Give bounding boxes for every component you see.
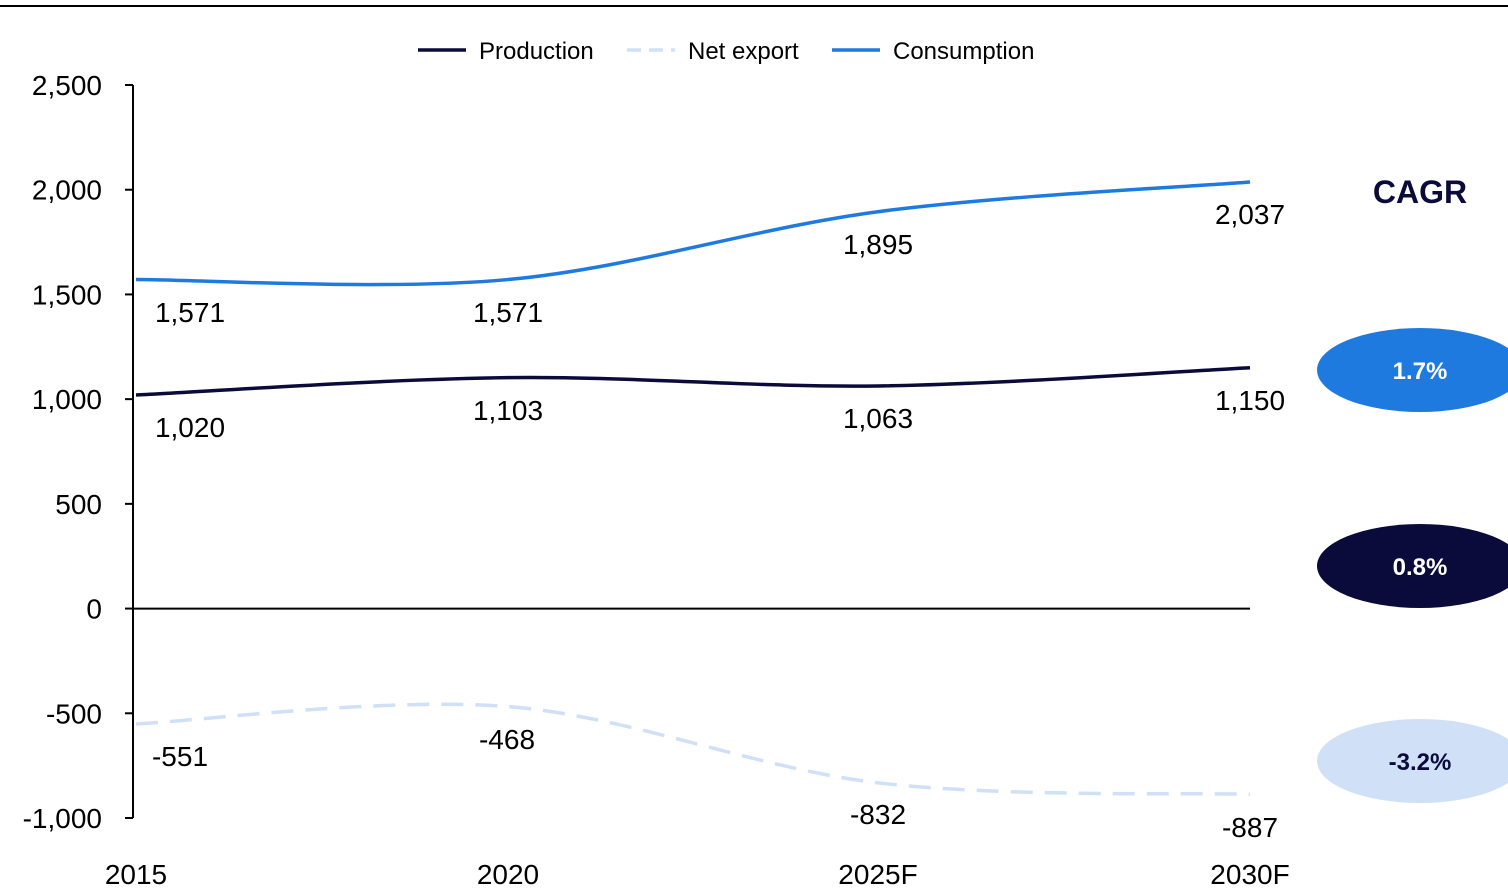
consumption-data-label: 1,895 <box>843 229 913 260</box>
legend-label-consumption: Consumption <box>893 38 1034 65</box>
series-lines <box>135 180 1251 797</box>
cagr-badge-consumption <box>1317 328 1508 412</box>
cagr-value-consumption: 1.7% <box>1393 358 1448 385</box>
consumption-data-label: 1,571 <box>473 297 543 328</box>
net-export-data-label: -468 <box>479 724 535 755</box>
cagr-value-production: 0.8% <box>1393 554 1448 581</box>
consumption-data-label: 1,571 <box>155 297 225 328</box>
data-labels: 1,020 1,103 1,063 1,150 -551 -468 -832 -887 1,57… <box>152 199 1285 843</box>
y-tick-label: -1,000 <box>23 803 102 834</box>
legend-label-net-export: Net export <box>688 38 799 65</box>
cagr-value-net-export: -3.2% <box>1389 749 1452 776</box>
y-tick-label: -500 <box>46 698 102 729</box>
x-tick-label: 2020 <box>477 859 539 890</box>
cagr-title: CAGR <box>1373 174 1467 210</box>
cagr-badge-production <box>1317 524 1508 608</box>
production-data-label: 1,063 <box>843 403 913 434</box>
production-line <box>135 365 1251 397</box>
y-tick-label: 2,000 <box>32 175 102 206</box>
production-data-label: 1,103 <box>473 395 543 426</box>
consumption-data-label: 2,037 <box>1215 199 1285 230</box>
production-data-label: 1,150 <box>1215 385 1285 416</box>
net-export-data-label: -832 <box>850 799 906 830</box>
consumption-line <box>135 180 1251 287</box>
cagr-badges: 1.7% 0.8% -3.2% <box>1317 328 1508 803</box>
y-axis: 2,500 2,000 1,500 1,000 500 0 -500 -1,000 <box>23 70 134 834</box>
x-axis: 2015 2020 2025F 2030F <box>105 607 1290 890</box>
x-tick-label: 2030F <box>1210 859 1289 890</box>
y-tick-label: 1,000 <box>32 384 102 415</box>
y-tick-label: 0 <box>86 594 102 625</box>
cagr-badge-net-export <box>1317 719 1508 803</box>
y-tick-label: 2,500 <box>32 70 102 101</box>
legend-label-production: Production <box>479 38 594 65</box>
y-tick-label: 1,500 <box>32 279 102 310</box>
production-data-label: 1,020 <box>155 412 225 443</box>
x-tick-label: 2025F <box>838 859 917 890</box>
net-export-line <box>135 702 1251 797</box>
x-tick-label: 2015 <box>105 859 167 890</box>
y-tick-label: 500 <box>55 489 102 520</box>
net-export-data-label: -887 <box>1222 812 1278 843</box>
net-export-data-label: -551 <box>152 741 208 772</box>
legend: Production Net export Consumption <box>418 38 1034 65</box>
